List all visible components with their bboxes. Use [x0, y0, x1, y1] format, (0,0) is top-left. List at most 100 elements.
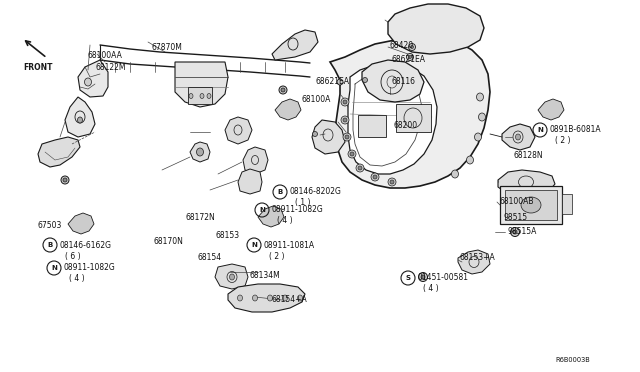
Text: ( 4 ): ( 4 ) — [423, 285, 438, 294]
Ellipse shape — [337, 79, 343, 85]
Ellipse shape — [388, 178, 396, 186]
Text: N: N — [51, 265, 57, 271]
Ellipse shape — [408, 44, 415, 51]
Polygon shape — [388, 4, 484, 54]
Ellipse shape — [390, 180, 394, 184]
Text: 68420: 68420 — [390, 42, 414, 51]
Ellipse shape — [343, 133, 351, 141]
Ellipse shape — [207, 93, 211, 99]
Polygon shape — [225, 117, 252, 144]
Text: ( 4 ): ( 4 ) — [69, 275, 84, 283]
Text: 08911-1082G: 08911-1082G — [271, 205, 323, 215]
Bar — [505, 190, 557, 220]
Ellipse shape — [479, 113, 486, 121]
Text: 68122M: 68122M — [95, 64, 125, 73]
Text: 68621EA: 68621EA — [392, 55, 426, 64]
Text: 01451-00581: 01451-00581 — [417, 273, 468, 282]
Polygon shape — [362, 60, 424, 102]
Text: N: N — [259, 207, 265, 213]
Text: N: N — [537, 127, 543, 133]
Ellipse shape — [189, 93, 193, 99]
Ellipse shape — [451, 170, 458, 178]
Ellipse shape — [281, 88, 285, 92]
Ellipse shape — [341, 116, 349, 124]
Polygon shape — [312, 120, 345, 154]
Text: 08911-1081A: 08911-1081A — [263, 241, 314, 250]
Polygon shape — [228, 284, 305, 312]
Text: N: N — [251, 242, 257, 248]
Ellipse shape — [410, 45, 413, 48]
Polygon shape — [538, 99, 564, 120]
Text: 68154+A: 68154+A — [272, 295, 308, 305]
Text: ( 2 ): ( 2 ) — [269, 251, 285, 260]
Ellipse shape — [356, 164, 364, 172]
Ellipse shape — [63, 178, 67, 182]
Polygon shape — [272, 30, 318, 60]
Text: 68100AA: 68100AA — [87, 51, 122, 60]
Polygon shape — [243, 147, 268, 174]
Ellipse shape — [515, 134, 520, 140]
Polygon shape — [68, 213, 94, 234]
Text: B: B — [47, 242, 52, 248]
Text: 98515A: 98515A — [508, 228, 538, 237]
Ellipse shape — [237, 295, 243, 301]
Ellipse shape — [406, 54, 413, 61]
Ellipse shape — [521, 197, 541, 213]
Ellipse shape — [279, 86, 287, 94]
Text: ( 2 ): ( 2 ) — [555, 137, 570, 145]
Ellipse shape — [371, 173, 379, 181]
Ellipse shape — [467, 156, 474, 164]
Text: ( 1 ): ( 1 ) — [295, 199, 310, 208]
Ellipse shape — [200, 93, 204, 99]
Bar — [562, 194, 572, 214]
Polygon shape — [65, 97, 95, 137]
Polygon shape — [502, 124, 535, 150]
Ellipse shape — [362, 77, 367, 83]
Text: S: S — [406, 275, 410, 281]
Polygon shape — [78, 60, 108, 97]
Polygon shape — [348, 64, 437, 174]
Polygon shape — [458, 250, 490, 274]
Polygon shape — [330, 38, 490, 188]
Ellipse shape — [343, 100, 347, 104]
Bar — [500, 186, 562, 224]
Text: 68100AB: 68100AB — [500, 198, 534, 206]
Text: 08146-8202G: 08146-8202G — [289, 187, 341, 196]
Ellipse shape — [312, 131, 317, 137]
Text: 0891B-6081A: 0891B-6081A — [549, 125, 600, 135]
Ellipse shape — [511, 228, 520, 237]
Polygon shape — [275, 99, 301, 120]
Ellipse shape — [421, 275, 425, 279]
Text: 68116: 68116 — [392, 77, 416, 87]
Ellipse shape — [373, 175, 377, 179]
Text: 68170N: 68170N — [154, 237, 184, 247]
Text: 08146-6162G: 08146-6162G — [59, 241, 111, 250]
Text: 68153+A: 68153+A — [460, 253, 496, 263]
Polygon shape — [258, 206, 284, 227]
Text: 68154: 68154 — [198, 253, 222, 263]
Text: B: B — [277, 189, 283, 195]
Text: 08911-1082G: 08911-1082G — [63, 263, 115, 273]
Ellipse shape — [408, 55, 412, 58]
Text: FRONT: FRONT — [23, 64, 52, 73]
Ellipse shape — [268, 295, 273, 301]
Polygon shape — [188, 87, 212, 104]
Ellipse shape — [348, 150, 356, 158]
Bar — [358, 115, 386, 137]
Ellipse shape — [358, 166, 362, 170]
Text: 68128N: 68128N — [513, 151, 543, 160]
Text: 67870M: 67870M — [152, 44, 183, 52]
Ellipse shape — [84, 78, 92, 86]
Polygon shape — [238, 169, 262, 194]
Polygon shape — [215, 264, 248, 289]
Ellipse shape — [513, 230, 517, 234]
Text: 68153: 68153 — [215, 231, 239, 240]
Ellipse shape — [77, 117, 83, 123]
Ellipse shape — [343, 118, 347, 122]
Text: 68172N: 68172N — [185, 214, 215, 222]
Polygon shape — [190, 142, 210, 162]
Ellipse shape — [345, 135, 349, 139]
Ellipse shape — [298, 295, 303, 301]
Text: 67503: 67503 — [38, 221, 62, 230]
Ellipse shape — [253, 295, 257, 301]
